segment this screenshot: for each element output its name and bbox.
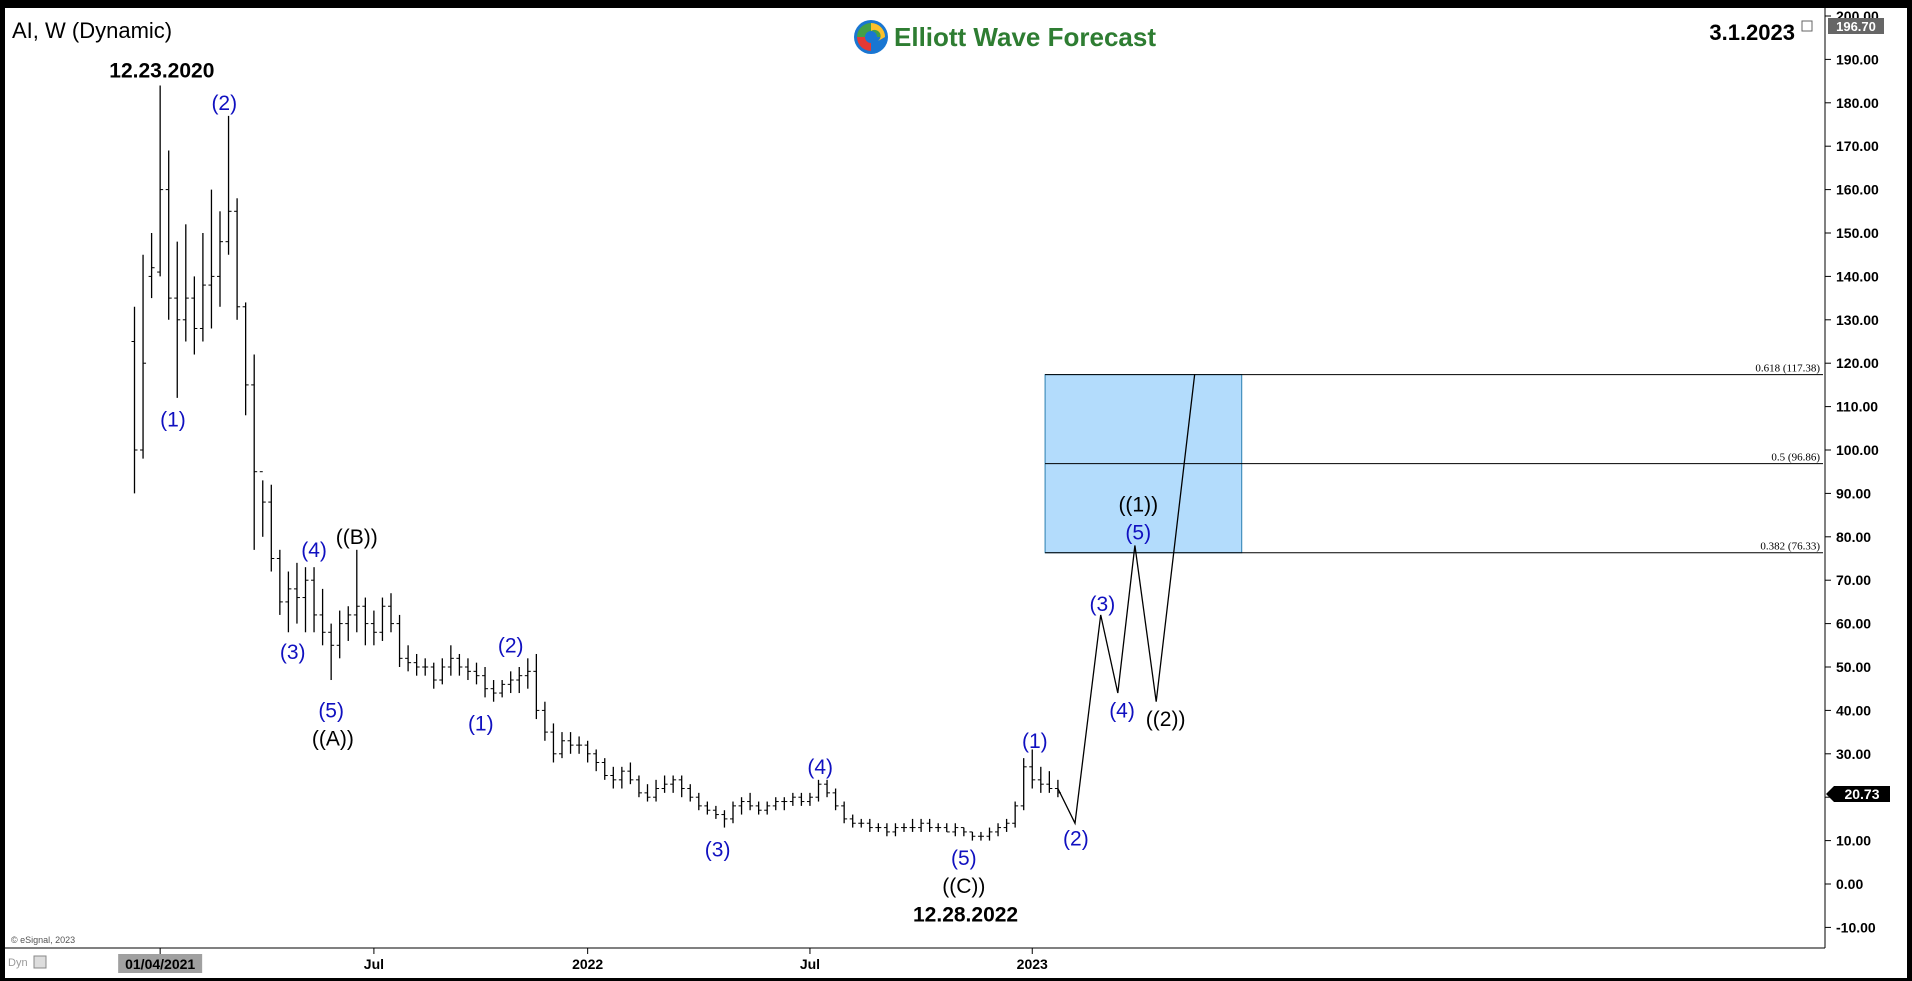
y-tick-label: 140.00 bbox=[1836, 268, 1879, 284]
top-price-badge-text: 196.70 bbox=[1836, 19, 1876, 34]
wave-label: (4) bbox=[807, 756, 833, 779]
wave-label: (3) bbox=[705, 838, 731, 861]
date-top-right: 3.1.2023 bbox=[1709, 20, 1795, 45]
top-price-badge-shape bbox=[1828, 18, 1884, 34]
y-tick-label: 160.00 bbox=[1836, 182, 1879, 198]
y-tick-label: 50.00 bbox=[1836, 659, 1871, 675]
y-tick-label: 40.00 bbox=[1836, 702, 1871, 718]
price-badge-shape bbox=[1826, 786, 1890, 803]
y-tick-label: 10.00 bbox=[1836, 833, 1871, 849]
y-tick-label: 80.00 bbox=[1836, 529, 1871, 545]
wave-label: (1) bbox=[1022, 730, 1048, 753]
wave-label: (2) bbox=[211, 92, 237, 115]
x-tick-label: Jul bbox=[364, 956, 384, 972]
plot-background bbox=[5, 8, 1825, 948]
wave-label: ((B)) bbox=[336, 526, 378, 549]
price-badge-text: 20.73 bbox=[1844, 786, 1879, 802]
axes-group: 200.00190.00180.00170.00160.00150.00140.… bbox=[5, 8, 1879, 973]
wave-label: (4) bbox=[1109, 699, 1135, 722]
x-tick-label: 2022 bbox=[572, 956, 603, 972]
y-tick-label: 110.00 bbox=[1836, 399, 1878, 415]
fib-level-label: 0.618 (117.38) bbox=[1755, 363, 1820, 375]
y-tick-label: 170.00 bbox=[1836, 138, 1879, 154]
fib-level-label: 0.5 (96.86) bbox=[1771, 452, 1820, 464]
wave-label: (2) bbox=[1063, 827, 1089, 850]
wave-label: (5) bbox=[1125, 521, 1151, 544]
price-badge: 20.73 bbox=[1826, 786, 1890, 803]
x-tick-label: 2023 bbox=[1017, 956, 1048, 972]
wave-label: (3) bbox=[280, 641, 306, 664]
x-axis-background bbox=[5, 948, 1907, 978]
logo-icon-swirl-2 bbox=[871, 23, 885, 41]
date-annotation: 12.28.2022 bbox=[913, 903, 1018, 926]
window-restore-icon[interactable] bbox=[1801, 20, 1813, 32]
wave-label: (5) bbox=[318, 699, 344, 722]
x-tick-highlight bbox=[118, 954, 203, 973]
y-tick-label: 190.00 bbox=[1836, 51, 1879, 67]
projection-group bbox=[1057, 374, 1196, 826]
y-tick-label: 180.00 bbox=[1836, 95, 1879, 111]
wave-label: (4) bbox=[301, 539, 327, 562]
y-tick-label: 0.00 bbox=[1836, 876, 1863, 892]
y-tick-label: 100.00 bbox=[1836, 442, 1879, 458]
ohlc-bars-group bbox=[131, 85, 1061, 841]
symbol-label: AI, W (Dynamic) bbox=[12, 18, 172, 43]
date-annotation: 12.23.2020 bbox=[109, 59, 214, 82]
top-price-badge: 196.70 bbox=[1828, 18, 1884, 34]
fib-level-label: 0.382 (76.33) bbox=[1760, 541, 1820, 553]
x-tick-label: Jul bbox=[800, 956, 820, 972]
y-tick-label: 90.00 bbox=[1836, 485, 1871, 501]
wave-labels-group: 12.23.2020 (2) (1) (4) ((B)) (3) (5) ((A)) (2) (1… bbox=[109, 59, 1185, 926]
x-tick-label: 01/04/2021 bbox=[125, 956, 195, 972]
wave-label: ((C)) bbox=[942, 875, 985, 898]
y-tick-label: 130.00 bbox=[1836, 312, 1879, 328]
y-tick-label: 70.00 bbox=[1836, 572, 1871, 588]
wave-label: ((2)) bbox=[1146, 708, 1186, 731]
y-tick-label: 120.00 bbox=[1836, 355, 1879, 371]
y-tick-label: -10.00 bbox=[1836, 919, 1876, 935]
y-tick-label: 150.00 bbox=[1836, 225, 1879, 241]
wave-label: (3) bbox=[1090, 593, 1116, 616]
wave-label: (1) bbox=[468, 712, 494, 735]
logo: Elliott Wave Forecast bbox=[854, 20, 1156, 54]
copyright-label: © eSignal, 2023 bbox=[11, 935, 75, 945]
logo-icon-swirl-3 bbox=[857, 37, 871, 51]
wave-label: ((1)) bbox=[1118, 493, 1158, 516]
settings-icon[interactable] bbox=[33, 955, 47, 969]
wave-label: (1) bbox=[160, 409, 186, 432]
corner-label: Dyn bbox=[8, 957, 28, 969]
y-tick-label: 60.00 bbox=[1836, 616, 1871, 632]
wave-label: (5) bbox=[951, 847, 977, 870]
wave-label: (2) bbox=[498, 634, 524, 657]
y-tick-label: 30.00 bbox=[1836, 746, 1871, 762]
fib-extension-group: 0.618 (117.38) 0.5 (96.86) 0.382 (76.33) bbox=[1044, 363, 1823, 554]
wave-projection-path bbox=[1057, 374, 1196, 826]
wave-label: ((A)) bbox=[312, 728, 354, 751]
logo-text: Elliott Wave Forecast bbox=[894, 22, 1156, 52]
